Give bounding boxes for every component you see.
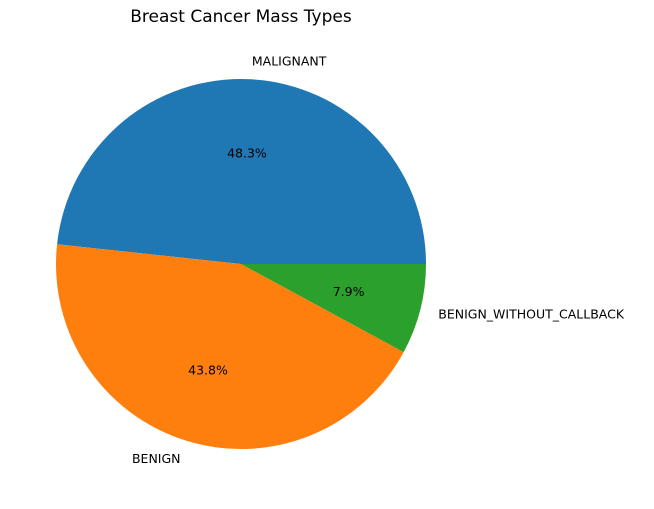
slice-percent-label: 48.3% — [227, 146, 267, 161]
pie-slice-benign-without-callback — [241, 264, 426, 353]
pie-slice-malignant — [57, 79, 427, 265]
pie-slice-benign — [56, 244, 404, 449]
slice-category-label: BENIGN — [132, 451, 181, 466]
slice-percent-label: 7.9% — [333, 284, 365, 299]
slice-category-label: BENIGN_WITHOUT_CALLBACK — [438, 306, 625, 321]
chart-title: Breast Cancer Mass Types — [130, 7, 352, 27]
slice-percent-label: 43.8% — [188, 362, 228, 377]
slice-category-label: MALIGNANT — [252, 53, 327, 68]
